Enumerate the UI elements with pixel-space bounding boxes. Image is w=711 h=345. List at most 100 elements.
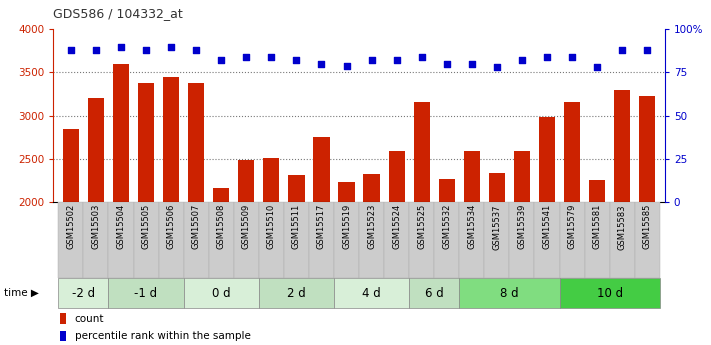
Text: GSM15581: GSM15581	[593, 204, 602, 249]
Text: count: count	[75, 314, 104, 324]
Point	[592, 65, 603, 70]
Text: time ▶: time ▶	[4, 288, 38, 298]
Bar	[183, 278, 259, 308]
Bar	[113, 64, 129, 345]
Bar	[484, 202, 509, 278]
Bar	[288, 175, 304, 345]
Bar	[83, 202, 109, 278]
Text: GSM15541: GSM15541	[542, 204, 552, 249]
Bar	[409, 278, 459, 308]
Bar	[209, 202, 234, 278]
Text: -1 d: -1 d	[134, 287, 158, 300]
Point	[641, 47, 653, 53]
Text: 10 d: 10 d	[597, 287, 623, 300]
Point	[191, 47, 202, 53]
Point	[316, 61, 327, 67]
Bar	[464, 151, 480, 345]
Text: GSM15510: GSM15510	[267, 204, 276, 249]
Text: GSM15523: GSM15523	[367, 204, 376, 249]
Point	[90, 47, 102, 53]
Bar	[159, 202, 183, 278]
Text: GSM15532: GSM15532	[442, 204, 451, 249]
Text: GSM15585: GSM15585	[643, 204, 652, 249]
Bar	[213, 188, 230, 345]
Bar	[87, 98, 104, 345]
Bar	[614, 90, 631, 345]
Bar	[414, 102, 430, 345]
Bar	[589, 180, 605, 345]
Bar	[509, 202, 535, 278]
Bar	[58, 202, 83, 278]
Bar	[259, 202, 284, 278]
Text: GDS586 / 104332_at: GDS586 / 104332_at	[53, 7, 183, 20]
Bar	[560, 278, 660, 308]
Text: GSM15583: GSM15583	[618, 204, 626, 249]
Bar	[584, 202, 609, 278]
Point	[567, 54, 578, 60]
Text: 6 d: 6 d	[425, 287, 444, 300]
Bar	[539, 117, 555, 345]
Point	[541, 54, 552, 60]
Bar	[560, 202, 584, 278]
Bar	[163, 77, 179, 345]
Text: GSM15534: GSM15534	[467, 204, 476, 249]
Point	[215, 58, 227, 63]
Bar	[459, 278, 560, 308]
Text: GSM15517: GSM15517	[317, 204, 326, 249]
Point	[65, 47, 77, 53]
Point	[416, 54, 427, 60]
Text: GSM15509: GSM15509	[242, 204, 251, 249]
Text: GSM15503: GSM15503	[92, 204, 100, 249]
Point	[391, 58, 402, 63]
Point	[115, 44, 127, 49]
Bar	[58, 278, 109, 308]
Bar	[535, 202, 560, 278]
Text: GSM15504: GSM15504	[117, 204, 125, 249]
Bar	[63, 128, 79, 345]
Bar	[263, 158, 279, 345]
Bar	[284, 202, 309, 278]
Bar	[609, 202, 635, 278]
Bar	[60, 313, 66, 324]
Bar	[635, 202, 660, 278]
Bar	[309, 202, 334, 278]
Point	[266, 54, 277, 60]
Point	[441, 61, 452, 67]
Bar	[639, 96, 656, 345]
Text: 8 d: 8 d	[500, 287, 519, 300]
Bar	[259, 278, 334, 308]
Bar	[134, 202, 159, 278]
Text: GSM15579: GSM15579	[567, 204, 577, 249]
Point	[491, 65, 503, 70]
Bar	[384, 202, 409, 278]
Point	[466, 61, 478, 67]
Point	[240, 54, 252, 60]
Text: GSM15506: GSM15506	[166, 204, 176, 249]
Bar	[359, 202, 384, 278]
Bar	[188, 83, 204, 345]
Bar	[338, 182, 355, 345]
Text: GSM15502: GSM15502	[66, 204, 75, 249]
Point	[516, 58, 528, 63]
Text: percentile rank within the sample: percentile rank within the sample	[75, 331, 250, 341]
Bar	[564, 102, 580, 345]
Text: -2 d: -2 d	[72, 287, 95, 300]
Text: GSM15507: GSM15507	[192, 204, 201, 249]
Point	[140, 47, 151, 53]
Bar	[439, 179, 455, 345]
Point	[616, 47, 628, 53]
Point	[166, 44, 177, 49]
Bar	[183, 202, 209, 278]
Bar	[60, 331, 66, 342]
Text: GSM15524: GSM15524	[392, 204, 401, 249]
Text: GSM15537: GSM15537	[493, 204, 501, 249]
Bar	[238, 160, 255, 345]
Text: GSM15519: GSM15519	[342, 204, 351, 249]
Bar	[334, 278, 409, 308]
Text: GSM15511: GSM15511	[292, 204, 301, 249]
Bar	[459, 202, 484, 278]
Text: 4 d: 4 d	[362, 287, 381, 300]
Text: GSM15505: GSM15505	[141, 204, 151, 249]
Bar	[434, 202, 459, 278]
Bar	[334, 202, 359, 278]
